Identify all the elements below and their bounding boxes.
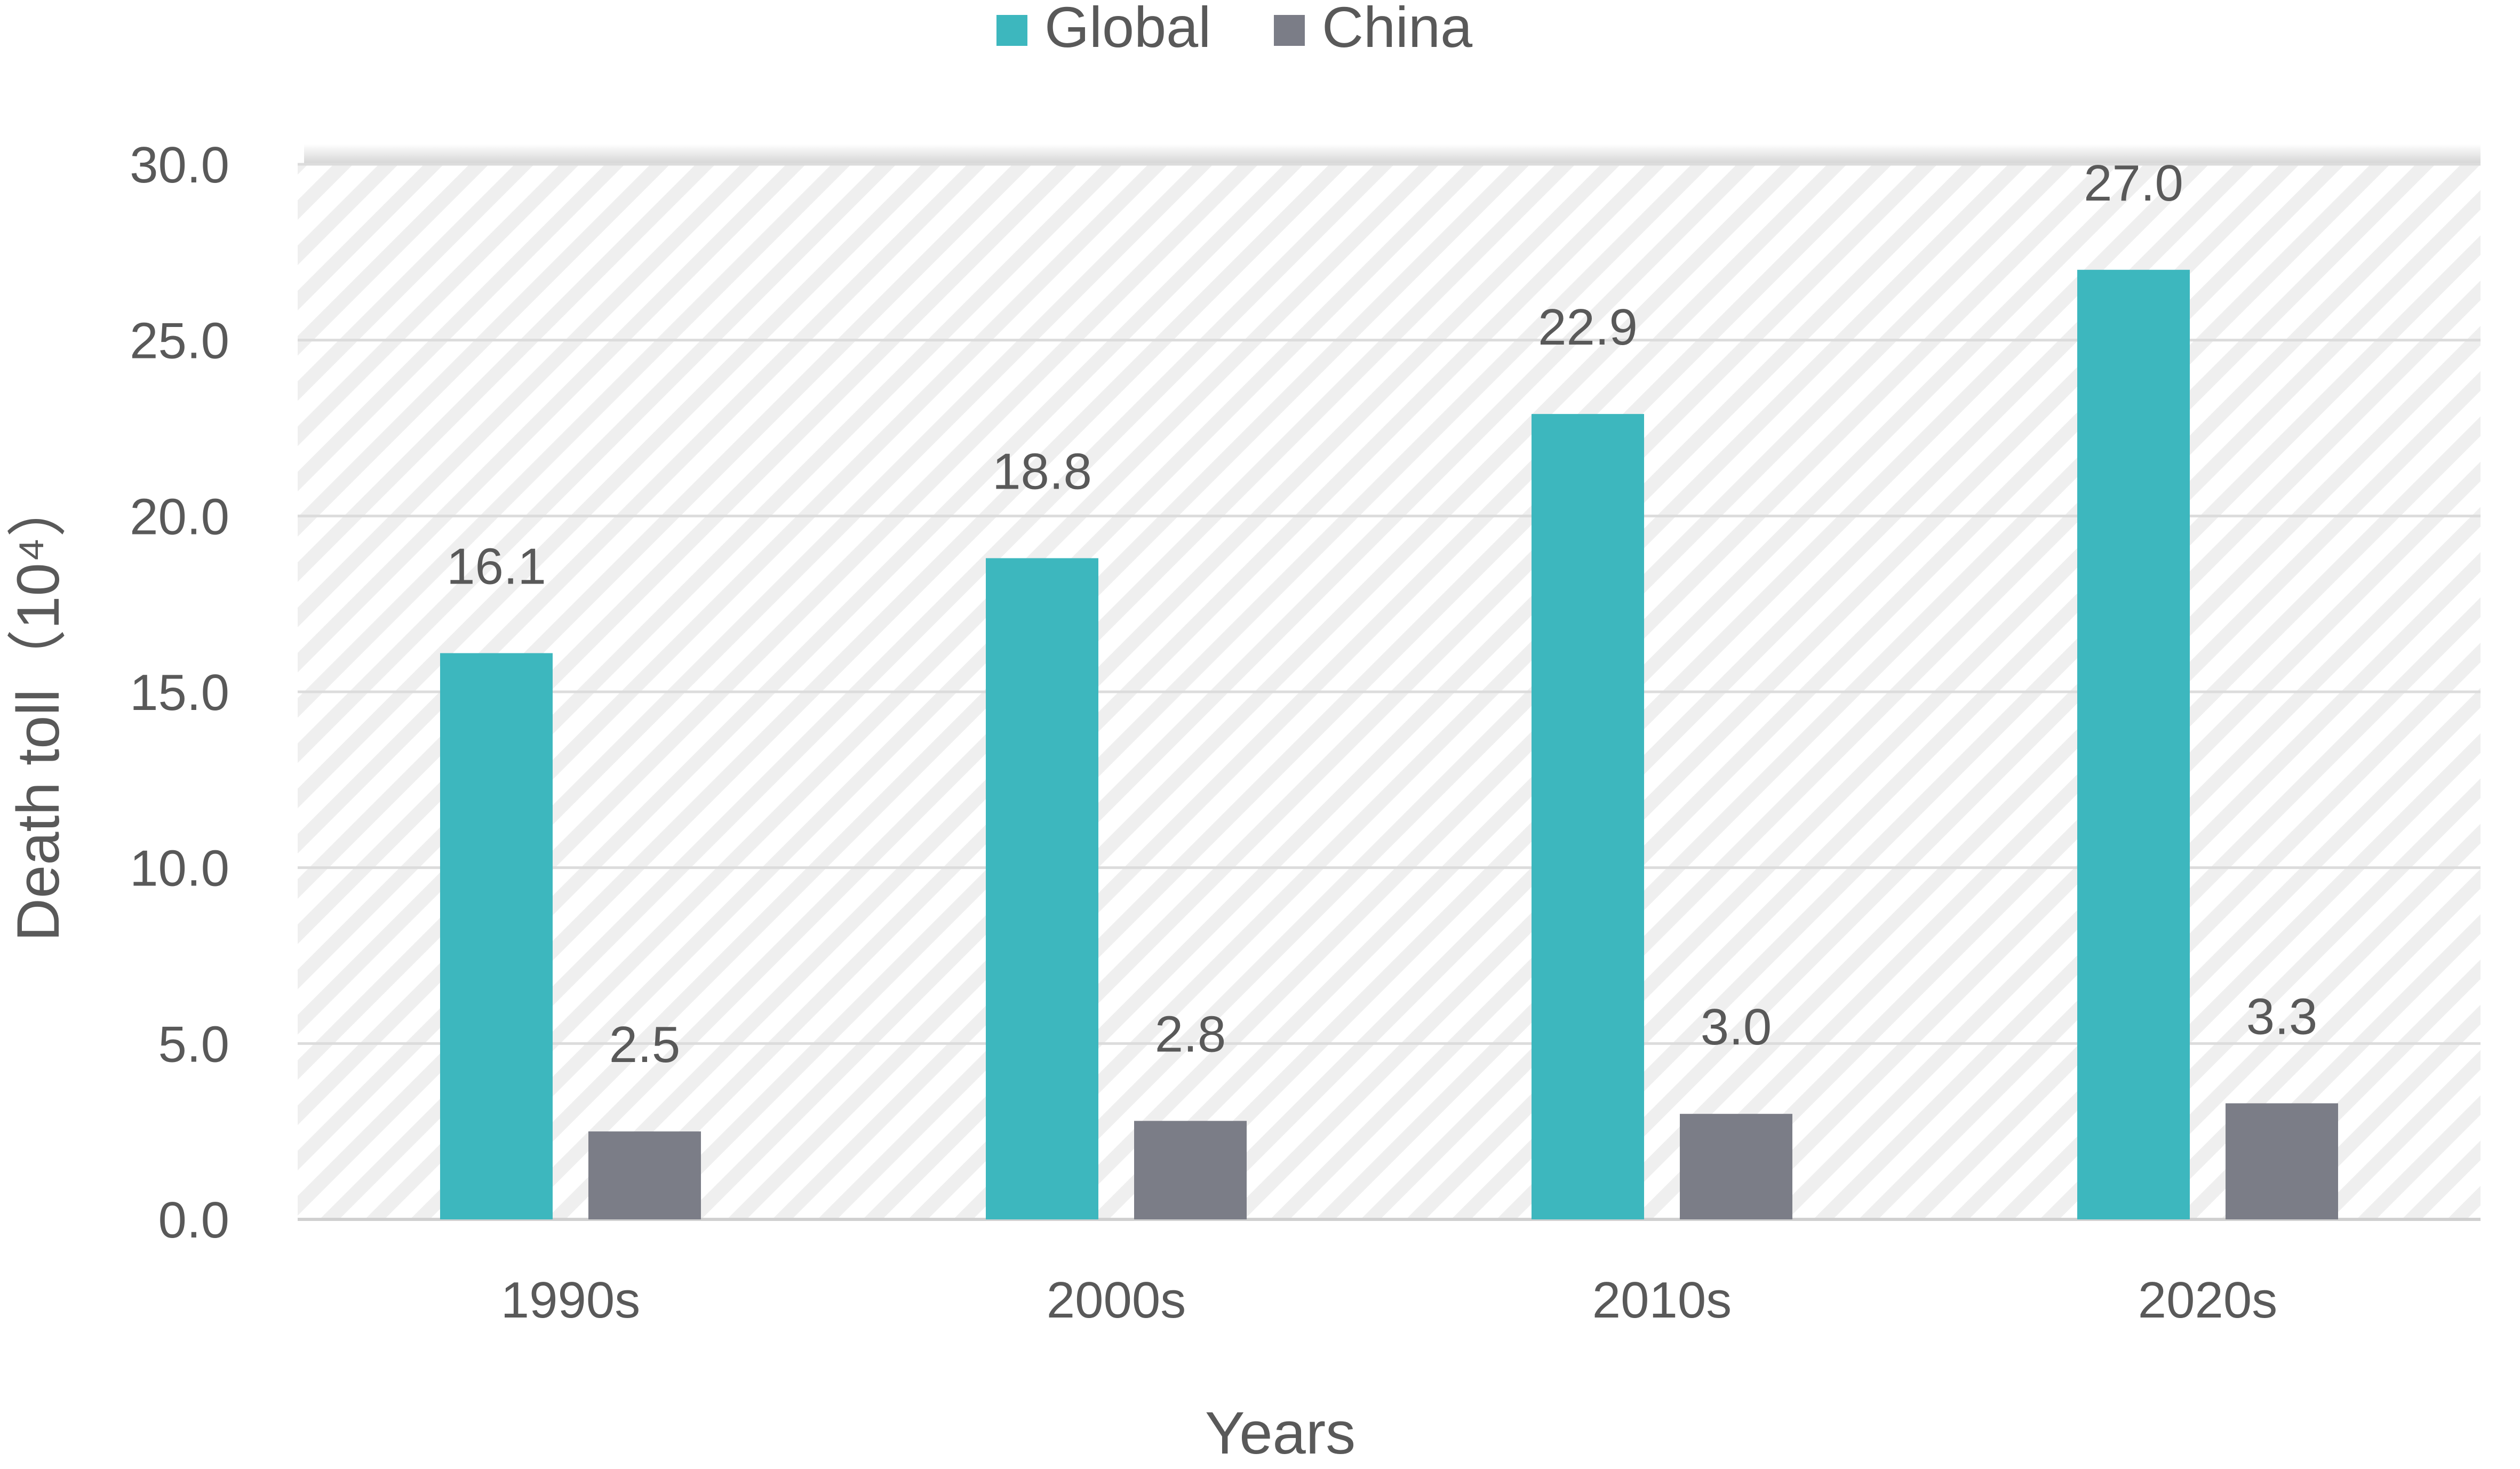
data-label: 18.8 (992, 443, 1092, 500)
legend-swatch-china (1274, 15, 1305, 46)
x-axis-title: Years (1205, 1400, 1355, 1466)
bar-china-2010s (1680, 1114, 1792, 1219)
bar-china-2000s (1134, 1121, 1247, 1219)
data-label: 2.5 (609, 1016, 680, 1073)
x-tick-label: 1990s (501, 1272, 641, 1329)
x-tick-label: 2010s (1592, 1272, 1732, 1329)
data-label: 16.1 (446, 538, 546, 595)
y-tick-label: 15.0 (130, 664, 229, 721)
bar-china-1990s (588, 1131, 701, 1219)
legend-label-global: Global (1044, 0, 1211, 59)
y-tick-label: 25.0 (130, 313, 229, 370)
y-tick-label: 30.0 (130, 137, 229, 194)
bar-global-2010s (1532, 414, 1644, 1219)
x-tick-label: 2020s (2138, 1272, 2278, 1329)
legend-swatch-global (996, 15, 1027, 46)
y-tick-label: 0.0 (158, 1192, 229, 1249)
y-axis-title: Death toll（10⁴） (5, 477, 71, 941)
bar-china-2020s (2226, 1103, 2338, 1219)
data-label: 3.3 (2246, 988, 2317, 1045)
bar-global-2020s (2077, 269, 2190, 1219)
data-label: 27.0 (2084, 155, 2183, 212)
data-label: 22.9 (1538, 299, 1638, 356)
bar-global-1990s (440, 653, 553, 1219)
bar-global-2000s (986, 558, 1098, 1219)
x-tick-label: 2000s (1047, 1272, 1186, 1329)
data-label: 3.0 (1701, 999, 1772, 1056)
y-tick-label: 10.0 (130, 840, 229, 897)
legend: Global China (996, 0, 1473, 59)
y-tick-label: 20.0 (130, 488, 229, 545)
plot-shadow (304, 144, 2481, 164)
y-tick-label: 5.0 (158, 1016, 229, 1073)
data-label: 2.8 (1155, 1005, 1226, 1063)
legend-label-china: China (1322, 0, 1473, 59)
